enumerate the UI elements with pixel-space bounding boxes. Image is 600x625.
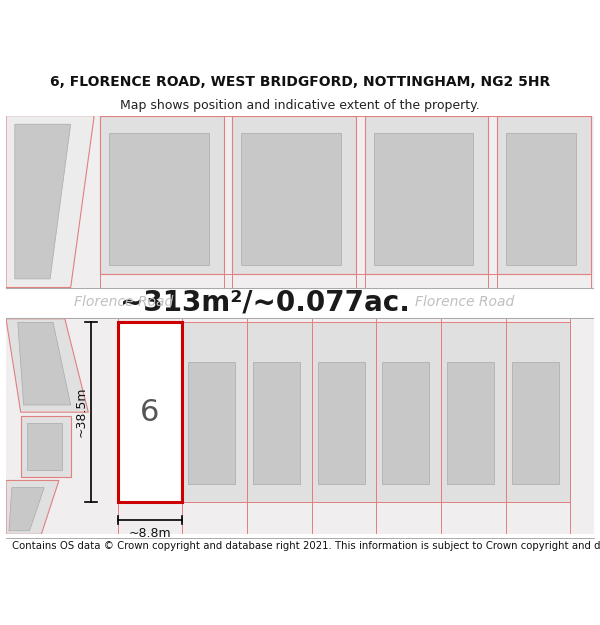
Bar [506,322,571,502]
Polygon shape [6,319,88,412]
Bar [512,362,559,484]
Text: Florence Road: Florence Road [415,296,514,309]
Bar [376,322,441,502]
Bar [447,362,494,484]
Bar [365,116,488,274]
Bar [232,116,356,274]
Bar [253,362,300,484]
Bar [182,322,247,502]
Bar [26,423,62,470]
Polygon shape [15,124,71,279]
Text: ~8.8m: ~8.8m [129,527,172,540]
Polygon shape [6,116,94,288]
Polygon shape [18,322,71,405]
Bar [188,362,235,484]
Bar [247,322,312,502]
Text: 6, FLORENCE ROAD, WEST BRIDGFORD, NOTTINGHAM, NG2 5HR: 6, FLORENCE ROAD, WEST BRIDGFORD, NOTTIN… [50,75,550,89]
Text: ~38.5m: ~38.5m [74,387,88,438]
Bar [100,116,224,274]
Polygon shape [20,416,71,477]
Bar [441,322,506,502]
Text: ~313m²/~0.077ac.: ~313m²/~0.077ac. [120,289,410,316]
Polygon shape [6,481,59,534]
Bar [497,116,591,274]
Bar [118,322,182,502]
Bar [506,132,577,265]
Bar [317,362,365,484]
Bar [312,322,376,502]
Text: Florence Road: Florence Road [74,296,173,309]
Text: Map shows position and indicative extent of the property.: Map shows position and indicative extent… [120,99,480,112]
Text: 6: 6 [140,398,160,427]
Bar [241,132,341,265]
Bar [382,362,430,484]
Bar [373,132,473,265]
Text: Contains OS data © Crown copyright and database right 2021. This information is : Contains OS data © Crown copyright and d… [12,541,600,551]
Bar [109,132,209,265]
Polygon shape [9,488,44,531]
